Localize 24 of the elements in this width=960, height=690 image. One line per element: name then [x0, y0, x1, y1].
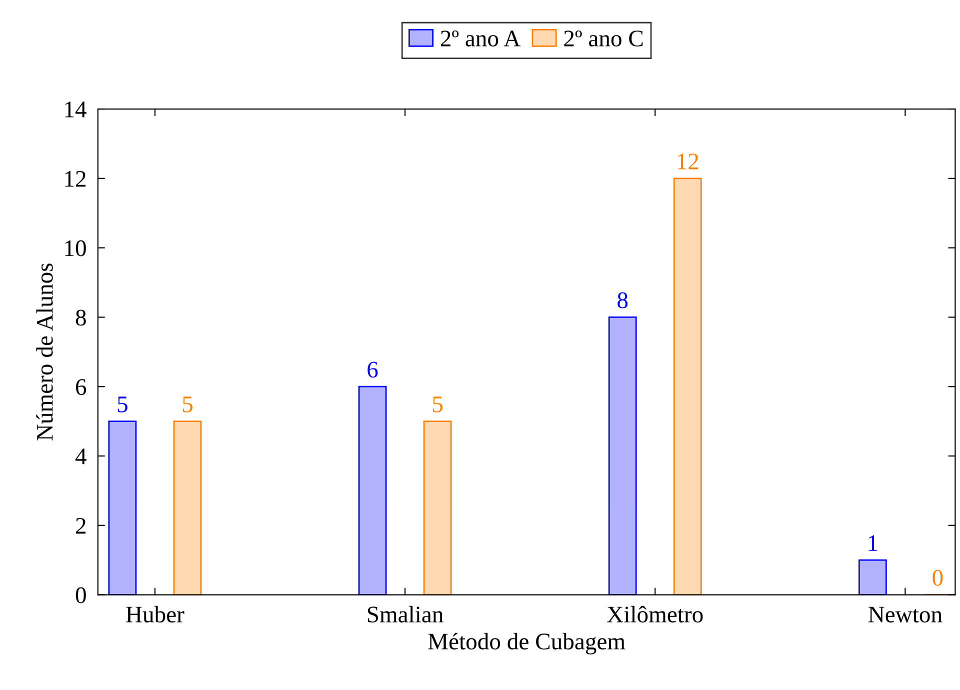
data-label: 5 — [118, 396, 128, 412]
data-label: 8 — [618, 292, 628, 308]
data-label: 1 — [868, 535, 878, 551]
y-tick-label: 8 — [76, 310, 86, 326]
y-tick-label: 2 — [76, 518, 86, 534]
y-tick-label: 10 — [65, 240, 86, 256]
y-tick-label: 4 — [75, 448, 86, 464]
y-axis-title: Número de Alunos — [36, 264, 53, 440]
x-tick-label: Xilômetro — [607, 606, 703, 623]
y-tick-label: 0 — [76, 587, 86, 604]
y-tick-label: 14 — [65, 102, 86, 118]
x-tick-label: Newton — [868, 606, 942, 623]
x-axis-title: Método de Cubagem — [428, 632, 626, 654]
data-label: 12 — [678, 154, 698, 170]
data-label: 6 — [368, 362, 378, 378]
data-label: 5 — [433, 396, 443, 412]
x-tick-label: Huber — [126, 606, 184, 623]
x-tick-label: Smalian — [368, 606, 444, 623]
data-label: 0 — [932, 570, 943, 586]
legend-label: 2º ano A — [440, 30, 520, 46]
legend-label: 2º ano C — [564, 30, 643, 46]
data-label: 5 — [182, 396, 192, 412]
y-tick-label: 12 — [65, 170, 86, 187]
y-tick-label: 6 — [76, 379, 86, 396]
